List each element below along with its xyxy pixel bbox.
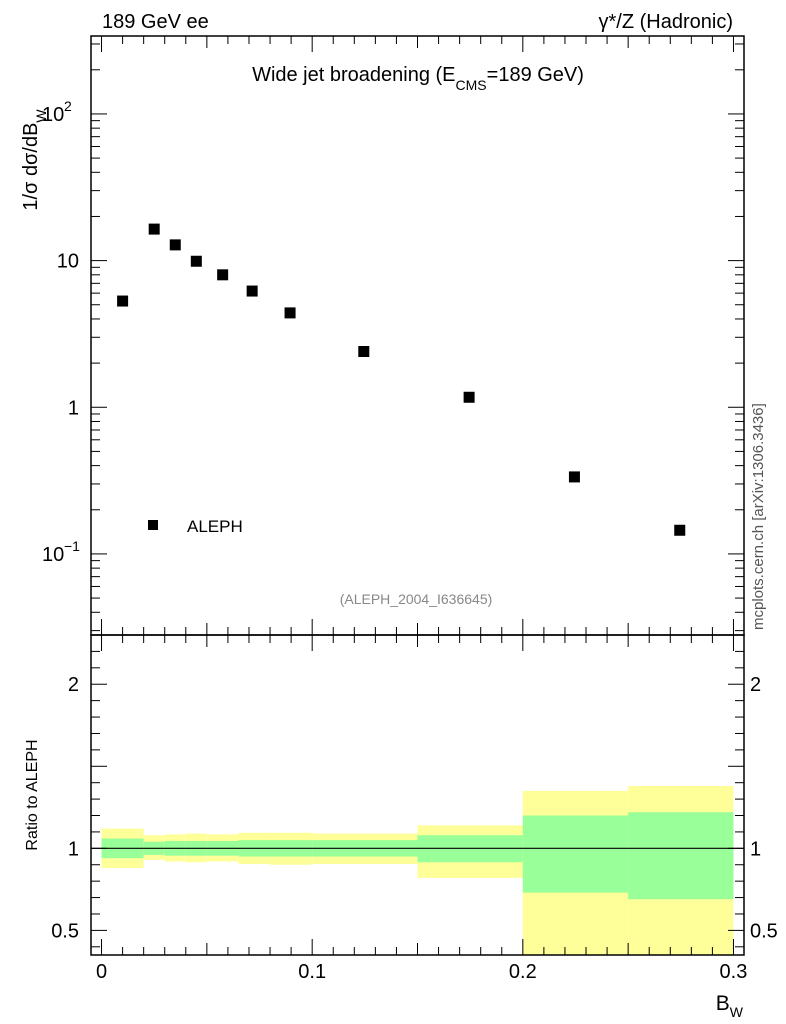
ratio-plot-frame — [90, 634, 745, 956]
ratio-ticks — [91, 634, 744, 955]
x-tick-label: 0 — [96, 961, 107, 983]
data-point — [463, 391, 475, 403]
x-tick-labels: 0 0.1 0.2 0.3 — [96, 961, 747, 983]
watermark: mcplots.cern.ch [arXiv:1306.3436] — [750, 403, 767, 630]
main-y-tick-label: 102 — [42, 98, 72, 126]
main-y-axis-label: 1/σ dσ/dBW — [20, 109, 49, 211]
data-point — [217, 269, 229, 281]
ratio-stat-band — [522, 815, 629, 893]
data-point — [117, 295, 129, 307]
ratio-stat-band — [628, 812, 734, 900]
ratio-y-tick-labels: 0.5 0.5 1 1 2 2 — [51, 674, 778, 942]
ratio-y-tick-label-right: 0.5 — [750, 920, 778, 942]
ratio-y-tick-label-left: 2 — [68, 674, 79, 696]
header-right: γ*/Z (Hadronic) — [599, 11, 733, 33]
x-tick-label: 0.1 — [298, 961, 326, 983]
ratio-y-axis-label: Ratio to ALEPH — [24, 739, 41, 850]
ratio-panel: 0.5 0.5 1 1 2 2 0 0.1 0.2 0.3 Ratio to ALEPH BW — [24, 634, 778, 1020]
main-data-points — [117, 223, 686, 536]
x-tick-label: 0.3 — [720, 961, 748, 983]
data-point — [284, 307, 296, 319]
header-left: 189 GeV ee — [102, 11, 209, 33]
main-ticks — [91, 36, 744, 635]
ratio-y-tick-label-left: 0.5 — [51, 920, 79, 942]
ratio-bands — [101, 785, 734, 955]
main-title: Wide jet broadening (ECMS=189 GeV) — [252, 64, 584, 93]
data-point — [246, 285, 258, 297]
data-point — [568, 471, 580, 483]
main-y-tick-label: 10 — [57, 251, 79, 273]
svg-text:1/σ dσ/dBW: 1/σ dσ/dBW — [20, 109, 49, 211]
main-plot-frame — [90, 35, 745, 636]
main-y-tick-label: 10−1 — [42, 538, 80, 566]
legend-label: ALEPH — [187, 517, 243, 536]
analysis-reference: (ALEPH_2004_I636645) — [340, 591, 493, 607]
x-axis-label: BW — [716, 992, 744, 1020]
main-y-tick-label: 1 — [68, 397, 79, 419]
data-point — [358, 346, 370, 358]
legend-marker — [148, 520, 158, 530]
ratio-y-tick-label-right: 2 — [750, 674, 761, 696]
data-point — [169, 239, 181, 251]
ratio-y-tick-label-right: 1 — [750, 838, 761, 860]
main-y-tick-labels: 10−1 1 10 102 — [42, 98, 80, 566]
data-point — [190, 255, 202, 267]
data-point — [674, 524, 686, 536]
x-tick-label: 0.2 — [509, 961, 537, 983]
ratio-y-tick-label-left: 1 — [68, 838, 79, 860]
main-panel: Wide jet broadening (ECMS=189 GeV) 1/σ d… — [20, 35, 745, 636]
data-point — [148, 223, 160, 235]
